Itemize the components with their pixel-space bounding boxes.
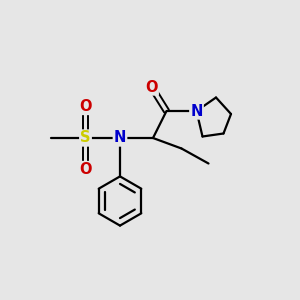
Text: N: N (190, 103, 203, 118)
Text: N: N (114, 130, 126, 146)
Text: S: S (80, 130, 91, 146)
Text: O: O (79, 99, 92, 114)
Text: O: O (79, 162, 92, 177)
Text: O: O (145, 80, 158, 94)
